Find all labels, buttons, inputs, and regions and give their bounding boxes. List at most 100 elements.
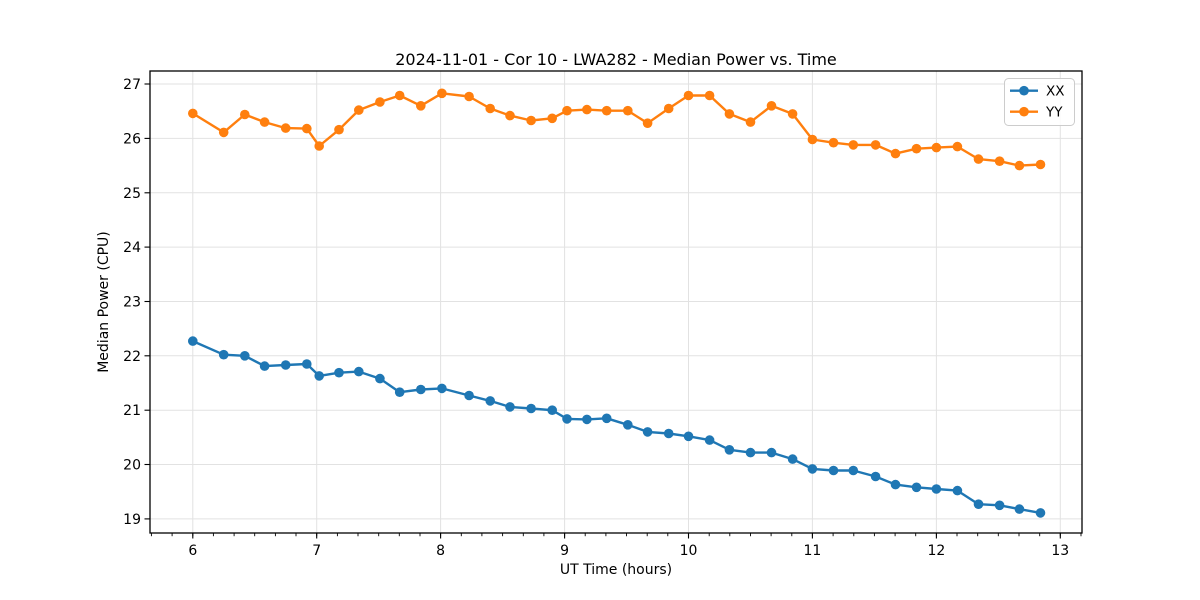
data-point [464, 91, 474, 102]
legend-item-yy: YY [1010, 105, 1063, 121]
data-point [623, 105, 633, 116]
data-point [623, 420, 633, 430]
x-tick-label: 13 [1051, 543, 1069, 559]
data-point [188, 336, 198, 346]
data-point [354, 105, 364, 115]
data-point [848, 140, 859, 150]
series-line [192, 92, 1041, 167]
data-point [704, 435, 715, 445]
x-axis: 6 7 8 9 10 11 12 13 [150, 533, 1082, 559]
data-point [745, 447, 756, 458]
data-point [302, 123, 312, 134]
data-point [314, 141, 325, 151]
data-point [375, 373, 385, 384]
data-point [724, 109, 735, 119]
data-point [485, 396, 496, 406]
data-point [931, 484, 942, 494]
data-point [259, 117, 270, 127]
y-tick-label: 23 [123, 295, 141, 311]
data-point [526, 403, 536, 414]
y-tick-label: 20 [123, 458, 141, 474]
x-tick-label: 6 [188, 543, 197, 559]
data-point [663, 103, 674, 114]
x-axis-label: UT Time (hours) [559, 562, 673, 578]
x-tick-label: 7 [312, 543, 321, 559]
data-point [302, 359, 312, 369]
data-point [911, 143, 922, 154]
data-point [394, 90, 405, 101]
data-point [582, 104, 592, 115]
data-point [952, 485, 963, 496]
data-point [526, 115, 536, 126]
data-point [601, 105, 612, 116]
data-point [1035, 508, 1046, 518]
legend-marker [1019, 106, 1029, 117]
data-point [334, 124, 344, 135]
data-point [952, 141, 963, 152]
gridlines [150, 71, 1082, 533]
data-point [416, 384, 426, 395]
data-point [766, 447, 777, 458]
data-point [505, 402, 515, 412]
legend-marker [1019, 85, 1029, 96]
data-point [582, 414, 592, 425]
data-point [911, 482, 922, 493]
data-point [807, 464, 818, 474]
y-tick-label: 21 [123, 403, 141, 419]
data-point [1014, 160, 1025, 171]
legend-item-xx: XX [1010, 84, 1065, 100]
data-point [994, 156, 1005, 166]
data-point [973, 154, 984, 164]
data-point [890, 479, 901, 490]
data-point [807, 134, 818, 145]
data-point [416, 101, 426, 111]
y-tick-label: 22 [123, 349, 141, 365]
data-point [437, 88, 447, 99]
data-point [314, 371, 325, 381]
x-tick-label: 12 [927, 543, 945, 559]
y-tick-label: 25 [123, 186, 141, 202]
data-point [394, 387, 405, 398]
data-point [787, 454, 798, 464]
data-point [642, 427, 653, 437]
data-point [870, 471, 881, 482]
data-point [724, 445, 735, 455]
data-point [601, 413, 612, 424]
data-point [240, 109, 250, 120]
data-point [280, 123, 291, 133]
data-point [642, 118, 653, 128]
data-point [280, 360, 291, 370]
data-point [334, 367, 344, 378]
data-point [259, 361, 270, 371]
series-xx [188, 336, 1046, 518]
legend-label: XX [1046, 84, 1065, 100]
data-point [505, 110, 515, 121]
data-point [994, 500, 1005, 511]
data-point [663, 428, 674, 439]
data-point [1035, 159, 1046, 170]
data-point [240, 351, 250, 361]
data-point [464, 390, 474, 401]
data-point [787, 109, 798, 119]
data-point [973, 499, 984, 510]
y-tick-label: 27 [123, 77, 141, 93]
chart-title: 2024-11-01 - Cor 10 - LWA282 - Median Po… [395, 50, 837, 69]
y-axis-label: Median Power (CPU) [96, 231, 112, 373]
data-point [218, 127, 229, 138]
data-point [683, 90, 694, 101]
data-point [375, 97, 385, 107]
data-point [562, 105, 572, 116]
data-point [547, 405, 557, 416]
data-point [848, 465, 859, 476]
data-point [828, 137, 839, 148]
data-point [218, 349, 229, 360]
y-axis: 19 20 21 22 23 24 25 26 27 [123, 77, 150, 528]
data-point [890, 148, 901, 159]
data-point [745, 117, 756, 127]
y-tick-label: 19 [123, 512, 141, 528]
data-point [683, 431, 694, 442]
data-point [562, 414, 572, 424]
data-point [485, 103, 496, 114]
